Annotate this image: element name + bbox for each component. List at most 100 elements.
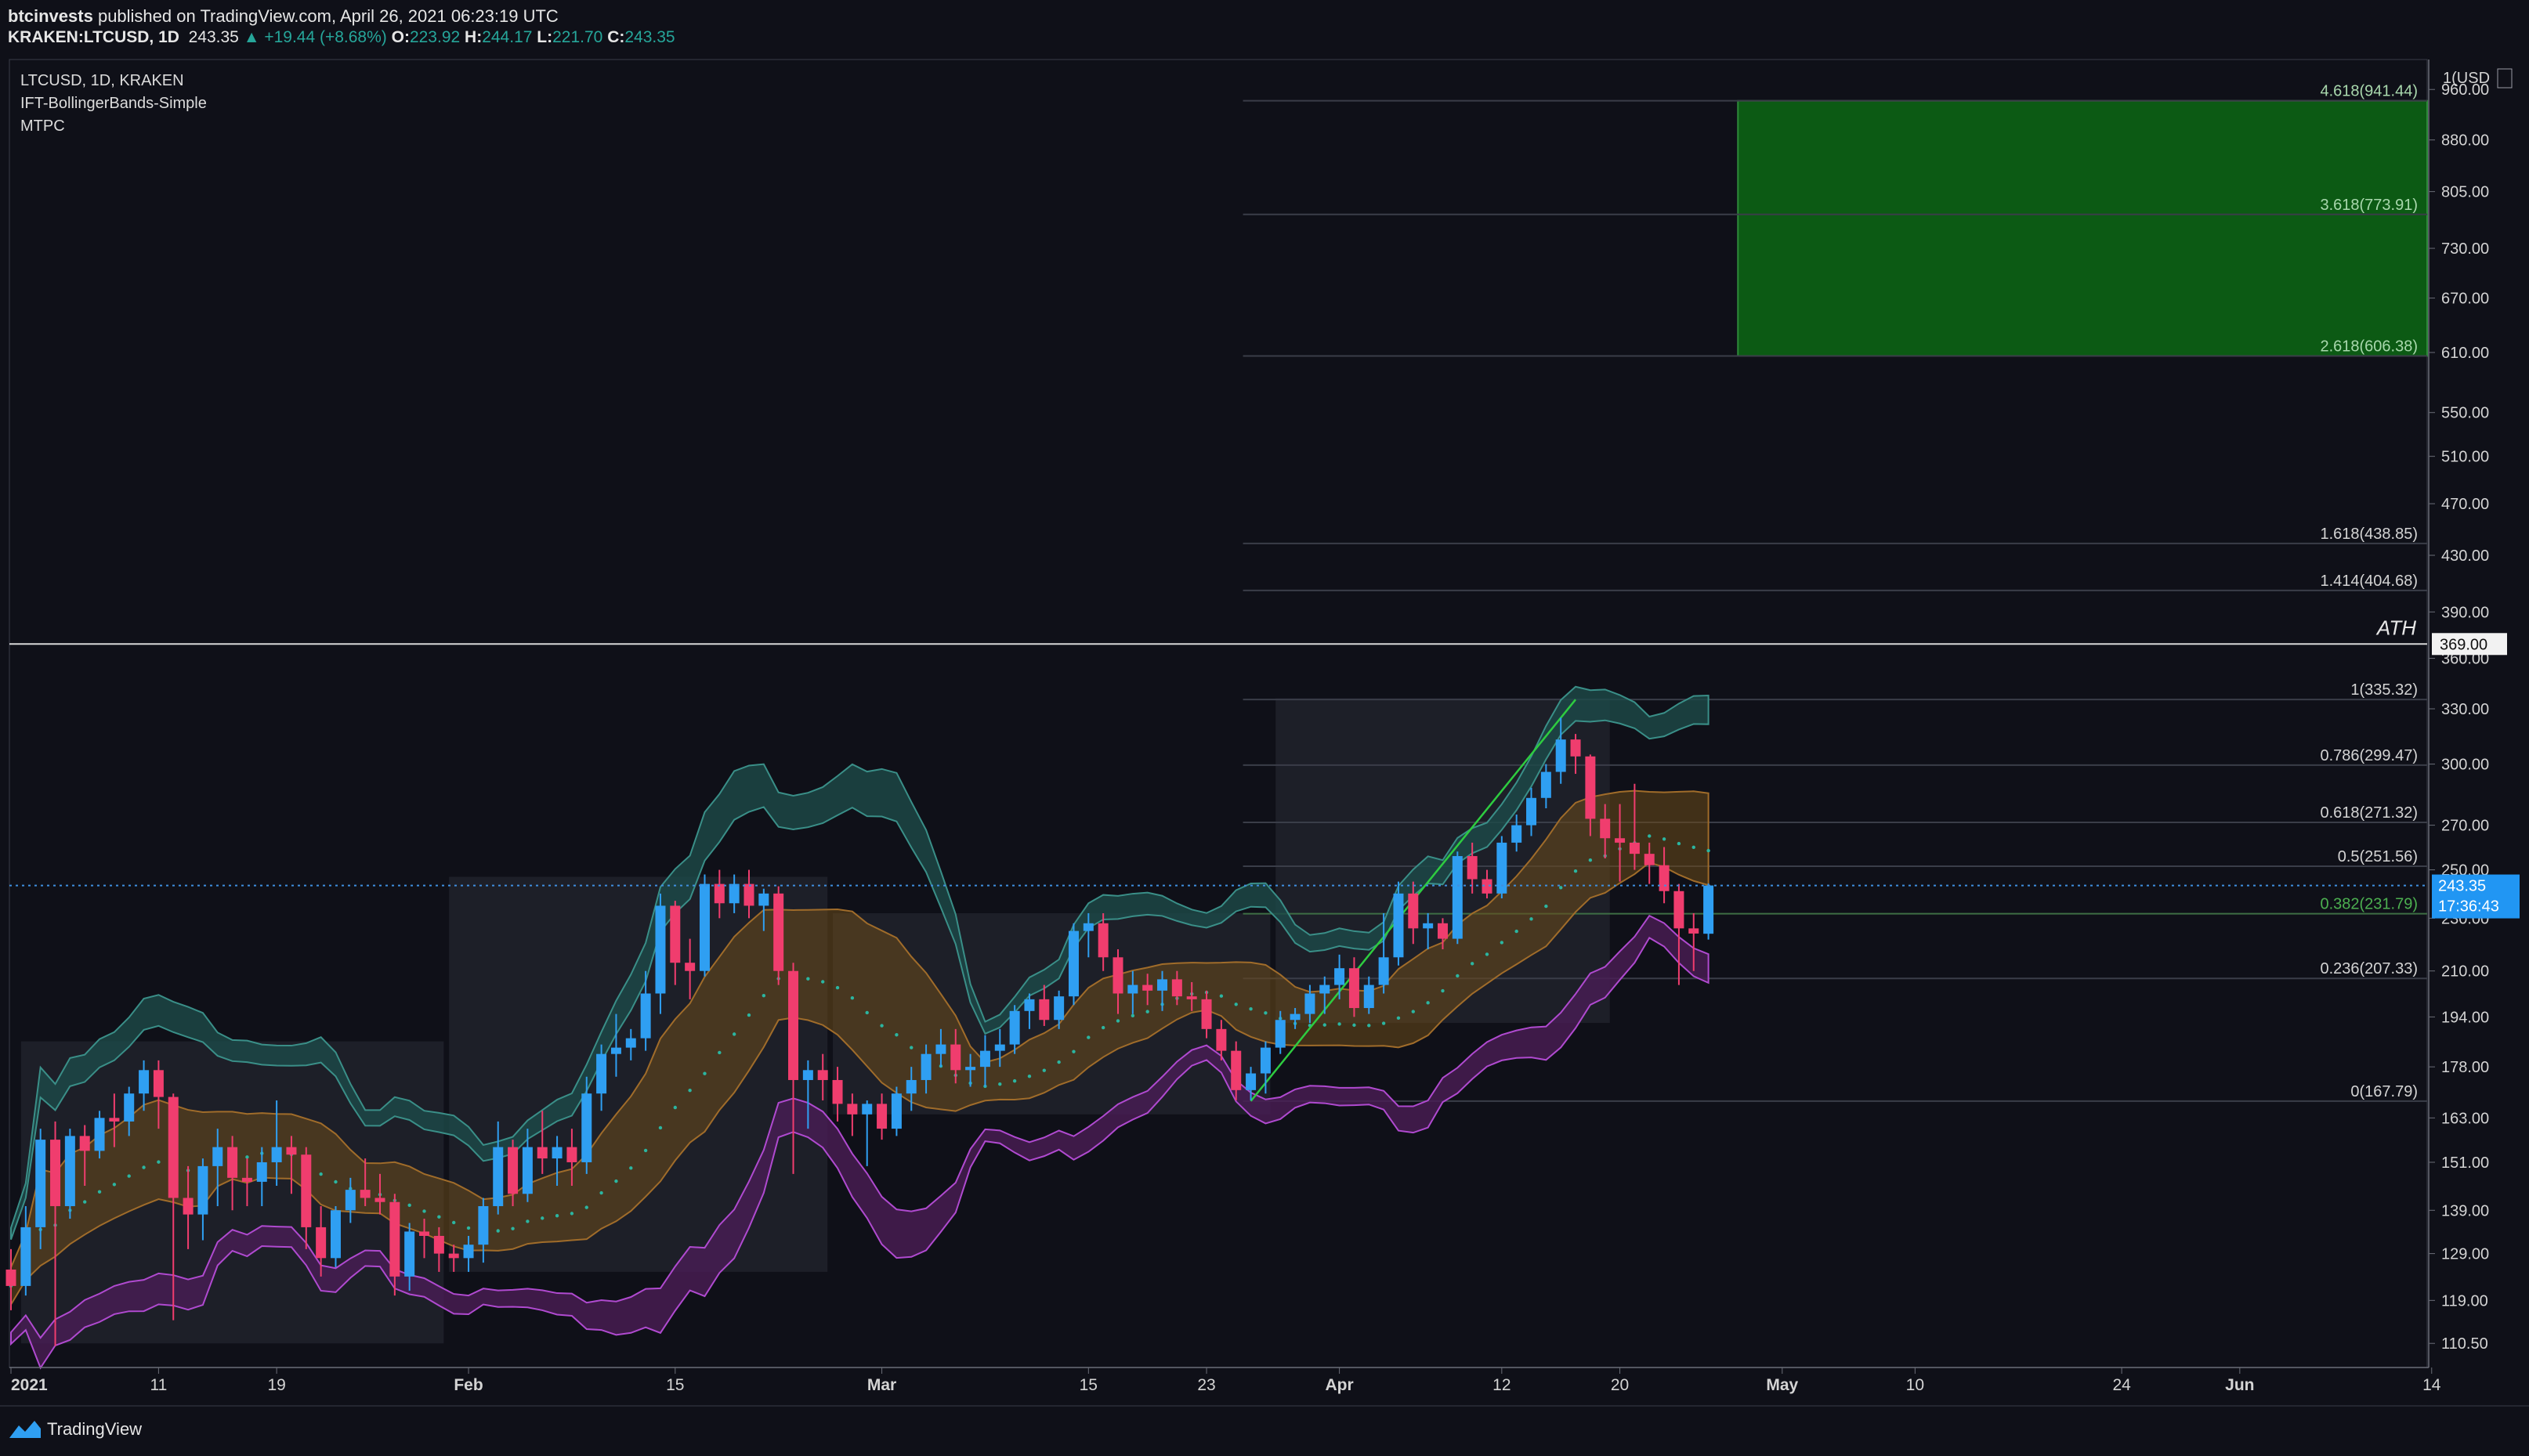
candle[interactable]: [1039, 985, 1050, 1026]
candle[interactable]: [566, 1129, 577, 1186]
candle[interactable]: [64, 1129, 75, 1219]
candle[interactable]: [802, 1060, 813, 1129]
candle[interactable]: [448, 1245, 459, 1272]
candle[interactable]: [1555, 717, 1566, 784]
candle[interactable]: [79, 1125, 90, 1186]
candle[interactable]: [891, 1086, 902, 1136]
candle[interactable]: [1600, 804, 1611, 858]
candle[interactable]: [478, 1198, 489, 1263]
candle[interactable]: [1644, 842, 1655, 884]
candle[interactable]: [817, 1053, 828, 1100]
candle[interactable]: [965, 1053, 976, 1087]
candle[interactable]: [729, 874, 740, 913]
candle[interactable]: [1526, 787, 1537, 836]
candle[interactable]: [847, 1093, 858, 1136]
candle[interactable]: [1540, 764, 1551, 808]
candle[interactable]: [1585, 754, 1596, 836]
candle[interactable]: [50, 1121, 61, 1346]
candle[interactable]: [1703, 883, 1714, 940]
candle[interactable]: [94, 1111, 105, 1159]
candle[interactable]: [670, 901, 681, 985]
candle[interactable]: [1186, 981, 1197, 1011]
candle[interactable]: [714, 869, 725, 919]
candle[interactable]: [1068, 923, 1079, 1006]
candle[interactable]: [404, 1223, 415, 1291]
candle[interactable]: [271, 1100, 282, 1186]
candle[interactable]: [197, 1158, 208, 1241]
candle[interactable]: [832, 1067, 843, 1122]
candle[interactable]: [1054, 990, 1065, 1029]
candle[interactable]: [640, 970, 651, 1051]
candle[interactable]: [1319, 976, 1330, 1014]
candle[interactable]: [994, 1028, 1005, 1068]
candle[interactable]: [596, 1044, 607, 1111]
candle[interactable]: [685, 938, 696, 999]
candle[interactable]: [537, 1111, 548, 1174]
candle[interactable]: [1452, 851, 1463, 945]
candle[interactable]: [227, 1136, 238, 1211]
fib-target-zone[interactable]: [1737, 99, 2428, 357]
candle[interactable]: [124, 1086, 135, 1136]
unit-dropdown-icon[interactable]: [2497, 68, 2513, 89]
candle[interactable]: [508, 1140, 519, 1206]
candle[interactable]: [5, 1248, 16, 1310]
candle[interactable]: [1304, 985, 1315, 1024]
candle[interactable]: [493, 1121, 504, 1215]
candle[interactable]: [1083, 912, 1094, 958]
candle[interactable]: [1482, 869, 1492, 899]
candle[interactable]: [699, 874, 710, 977]
candle[interactable]: [1113, 949, 1123, 1014]
candle[interactable]: [773, 886, 784, 985]
candle[interactable]: [1290, 1008, 1301, 1029]
candle[interactable]: [1437, 918, 1448, 950]
candle[interactable]: [153, 1060, 164, 1129]
candle[interactable]: [1009, 1005, 1020, 1054]
candle[interactable]: [1216, 1020, 1227, 1060]
candle[interactable]: [950, 1028, 961, 1084]
candle[interactable]: [1171, 970, 1182, 1006]
candle[interactable]: [1024, 993, 1035, 1029]
candle[interactable]: [1408, 881, 1419, 945]
candle[interactable]: [1260, 1041, 1271, 1094]
candle[interactable]: [345, 1177, 356, 1223]
candle[interactable]: [1363, 976, 1374, 1014]
candle[interactable]: [877, 1093, 888, 1140]
candle[interactable]: [1098, 912, 1109, 971]
publisher-name[interactable]: btcinvests: [8, 6, 93, 26]
candle[interactable]: [1496, 836, 1507, 899]
candle[interactable]: [862, 1100, 873, 1166]
candle[interactable]: [433, 1227, 444, 1272]
candle[interactable]: [1231, 1041, 1242, 1100]
candle[interactable]: [183, 1165, 194, 1249]
candle[interactable]: [374, 1173, 385, 1215]
candle[interactable]: [463, 1235, 474, 1272]
candle[interactable]: [625, 1028, 636, 1060]
candle[interactable]: [330, 1205, 341, 1268]
candle[interactable]: [1423, 912, 1434, 950]
candle[interactable]: [286, 1136, 297, 1194]
candle[interactable]: [360, 1158, 371, 1206]
candle[interactable]: [20, 1205, 31, 1296]
candle[interactable]: [979, 1035, 990, 1087]
candle[interactable]: [1378, 912, 1389, 994]
candle[interactable]: [1615, 804, 1626, 882]
candle[interactable]: [1629, 783, 1640, 870]
candle[interactable]: [212, 1129, 223, 1206]
candle[interactable]: [1511, 815, 1522, 852]
candle[interactable]: [1467, 842, 1478, 894]
candle[interactable]: [1393, 881, 1404, 966]
legend-symbol[interactable]: LTCUSD, 1D, KRAKEN: [20, 72, 184, 89]
candle[interactable]: [1334, 954, 1345, 999]
candle[interactable]: [581, 1076, 592, 1174]
candle[interactable]: [256, 1147, 267, 1206]
candle[interactable]: [610, 1013, 621, 1077]
candle[interactable]: [1246, 1067, 1257, 1100]
candle[interactable]: [655, 893, 666, 1014]
candle[interactable]: [522, 1129, 533, 1202]
candle[interactable]: [1275, 1010, 1286, 1054]
candle[interactable]: [1201, 990, 1212, 1039]
candle[interactable]: [1348, 957, 1359, 1017]
candle[interactable]: [316, 1205, 327, 1277]
candle[interactable]: [241, 1158, 252, 1206]
